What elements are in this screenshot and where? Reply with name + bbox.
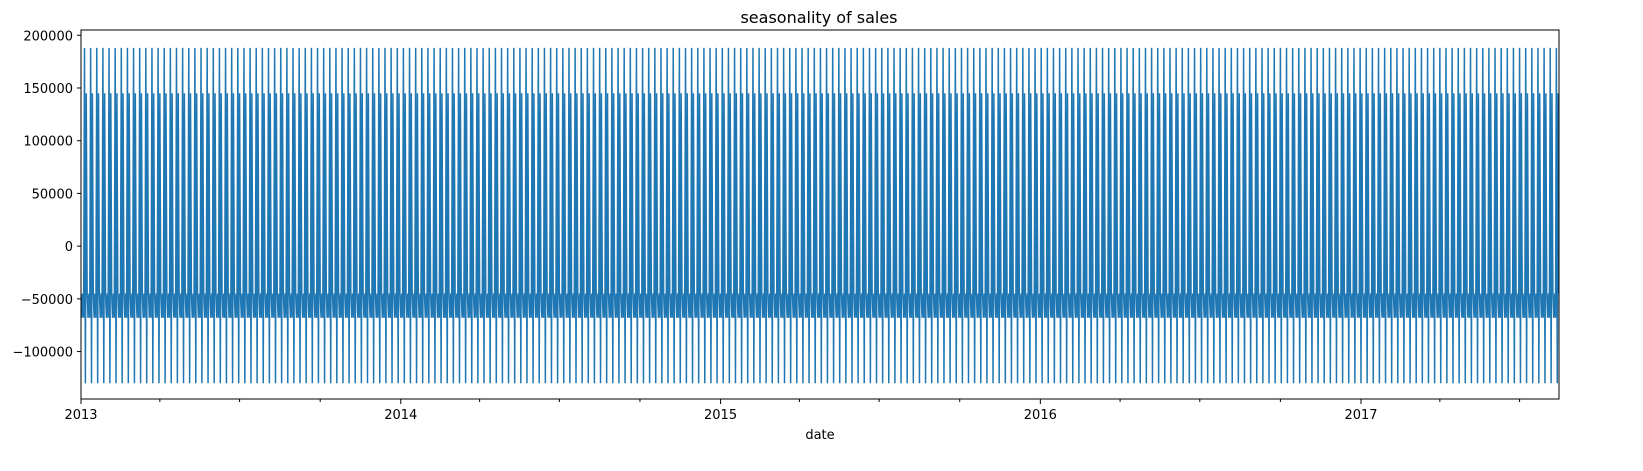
y-tick-label: 200000 xyxy=(23,29,73,44)
x-tick-label: 2015 xyxy=(704,408,737,423)
plot-frame xyxy=(80,29,1560,400)
y-tick-label: 150000 xyxy=(23,82,73,97)
x-tick-label: 2013 xyxy=(64,408,97,423)
x-axis-label: date xyxy=(805,428,834,443)
y-tick-label: −100000 xyxy=(12,346,73,361)
x-tick-label: 2017 xyxy=(1344,408,1377,423)
y-tick-label: 100000 xyxy=(23,135,73,150)
y-tick-label: 50000 xyxy=(32,187,73,202)
y-axis: −100000 −50000 0 50000 100000 150000 200000 xyxy=(12,29,81,361)
plot-area xyxy=(80,29,1560,400)
x-tick-label: 2016 xyxy=(1024,408,1057,423)
x-axis: 2013 2014 2015 2016 2017 xyxy=(64,399,1521,423)
chart-title: seasonality of sales xyxy=(740,8,897,27)
y-tick-label: 0 xyxy=(65,240,73,255)
x-tick-label: 2014 xyxy=(384,408,417,423)
y-tick-label: −50000 xyxy=(21,293,73,308)
series-line xyxy=(81,47,1559,384)
